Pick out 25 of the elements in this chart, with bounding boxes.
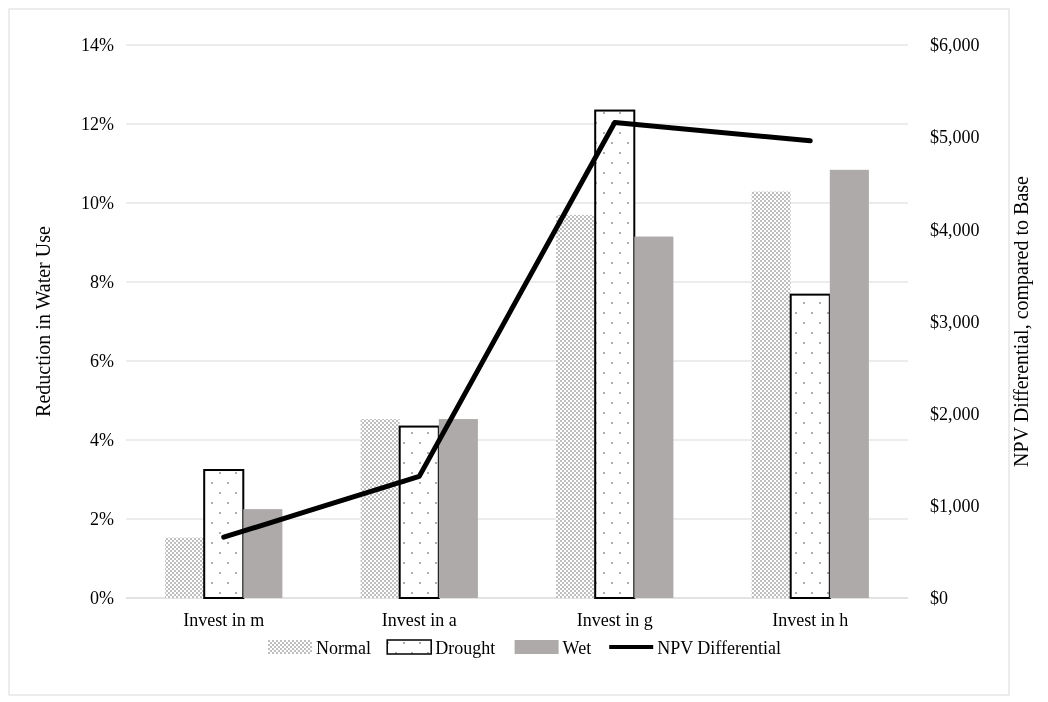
y-axis-title: Reduction in Water Use <box>32 226 54 417</box>
x-tick-label: Invest in h <box>772 610 849 630</box>
y-tick-label: 4% <box>90 430 114 451</box>
y-tick-label: 0% <box>90 588 114 609</box>
y2-tick-label: $1,000 <box>930 496 980 517</box>
legend-label: Wet <box>562 638 592 659</box>
y-tick-label: 8% <box>90 272 114 293</box>
legend-label: NPV Differential <box>657 638 782 659</box>
y2-axis-title: NPV Differential, compared to Base <box>1010 175 1033 467</box>
legend-label: Drought <box>435 638 496 659</box>
y2-tick-label: $0 <box>930 588 948 609</box>
y2-tick-label: $5,000 <box>930 127 980 148</box>
y-tick-label: 14% <box>81 35 114 56</box>
x-tick-label: Invest in m <box>183 610 265 630</box>
y2-tick-label: $3,000 <box>930 311 980 332</box>
y-tick-label: 10% <box>81 193 114 214</box>
x-tick-label: Invest in g <box>576 610 653 630</box>
y2-tick-label: $4,000 <box>930 219 980 240</box>
x-tick-label: Invest in a <box>381 610 457 630</box>
y-tick-label: 2% <box>90 509 114 530</box>
legend-label: Normal <box>316 638 371 659</box>
y2-tick-label: $6,000 <box>930 35 980 56</box>
y-tick-label: 6% <box>90 351 114 372</box>
y-tick-label: 12% <box>81 114 114 135</box>
y2-tick-label: $2,000 <box>930 403 980 424</box>
